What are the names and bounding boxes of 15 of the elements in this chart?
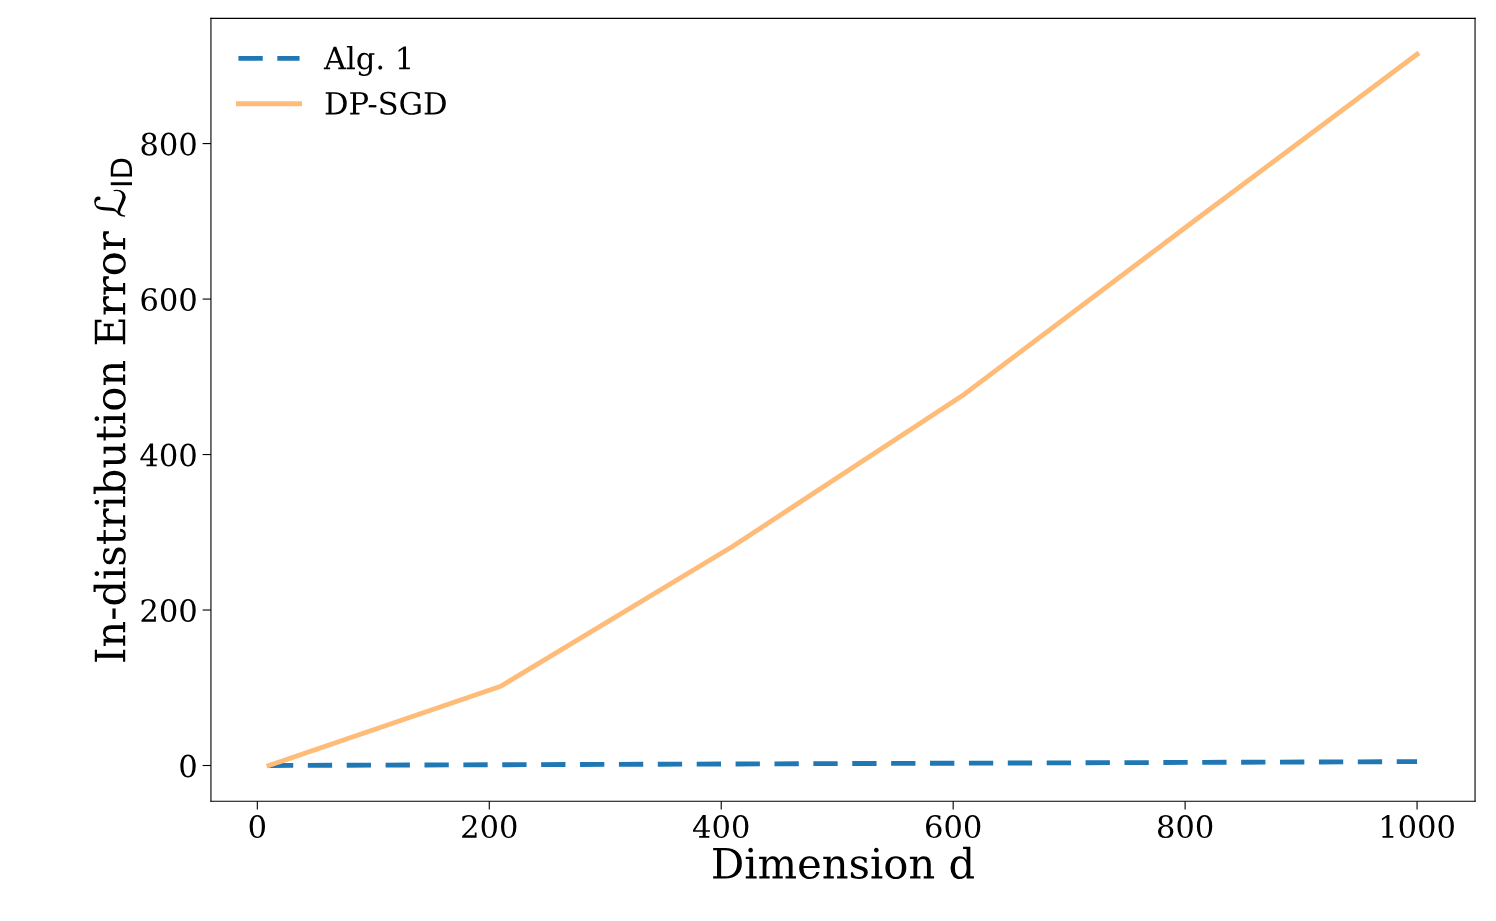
legend-label: Alg. 1	[323, 45, 410, 76]
x-tick-label: 0	[249, 815, 266, 839]
y-axis-title: In-distribution Error ℒ$_{ID}$	[93, 158, 133, 662]
x-tick-label: 200	[462, 815, 517, 839]
x-tick-label: 600	[926, 815, 981, 839]
x-tick-label: 400	[693, 815, 749, 839]
x-axis-title: Dimension d	[713, 846, 974, 880]
x-tick-label: 800	[1158, 815, 1213, 839]
y-tick-label: 0	[180, 754, 196, 778]
y-tick-label: 600	[141, 288, 196, 312]
y-tick-label: 800	[141, 132, 196, 156]
y-tick-label: 400	[140, 443, 196, 467]
y-tick-label: 200	[141, 598, 196, 623]
legend-label: DP-SGD	[325, 91, 446, 115]
x-tick-label: 1000	[1381, 815, 1454, 839]
